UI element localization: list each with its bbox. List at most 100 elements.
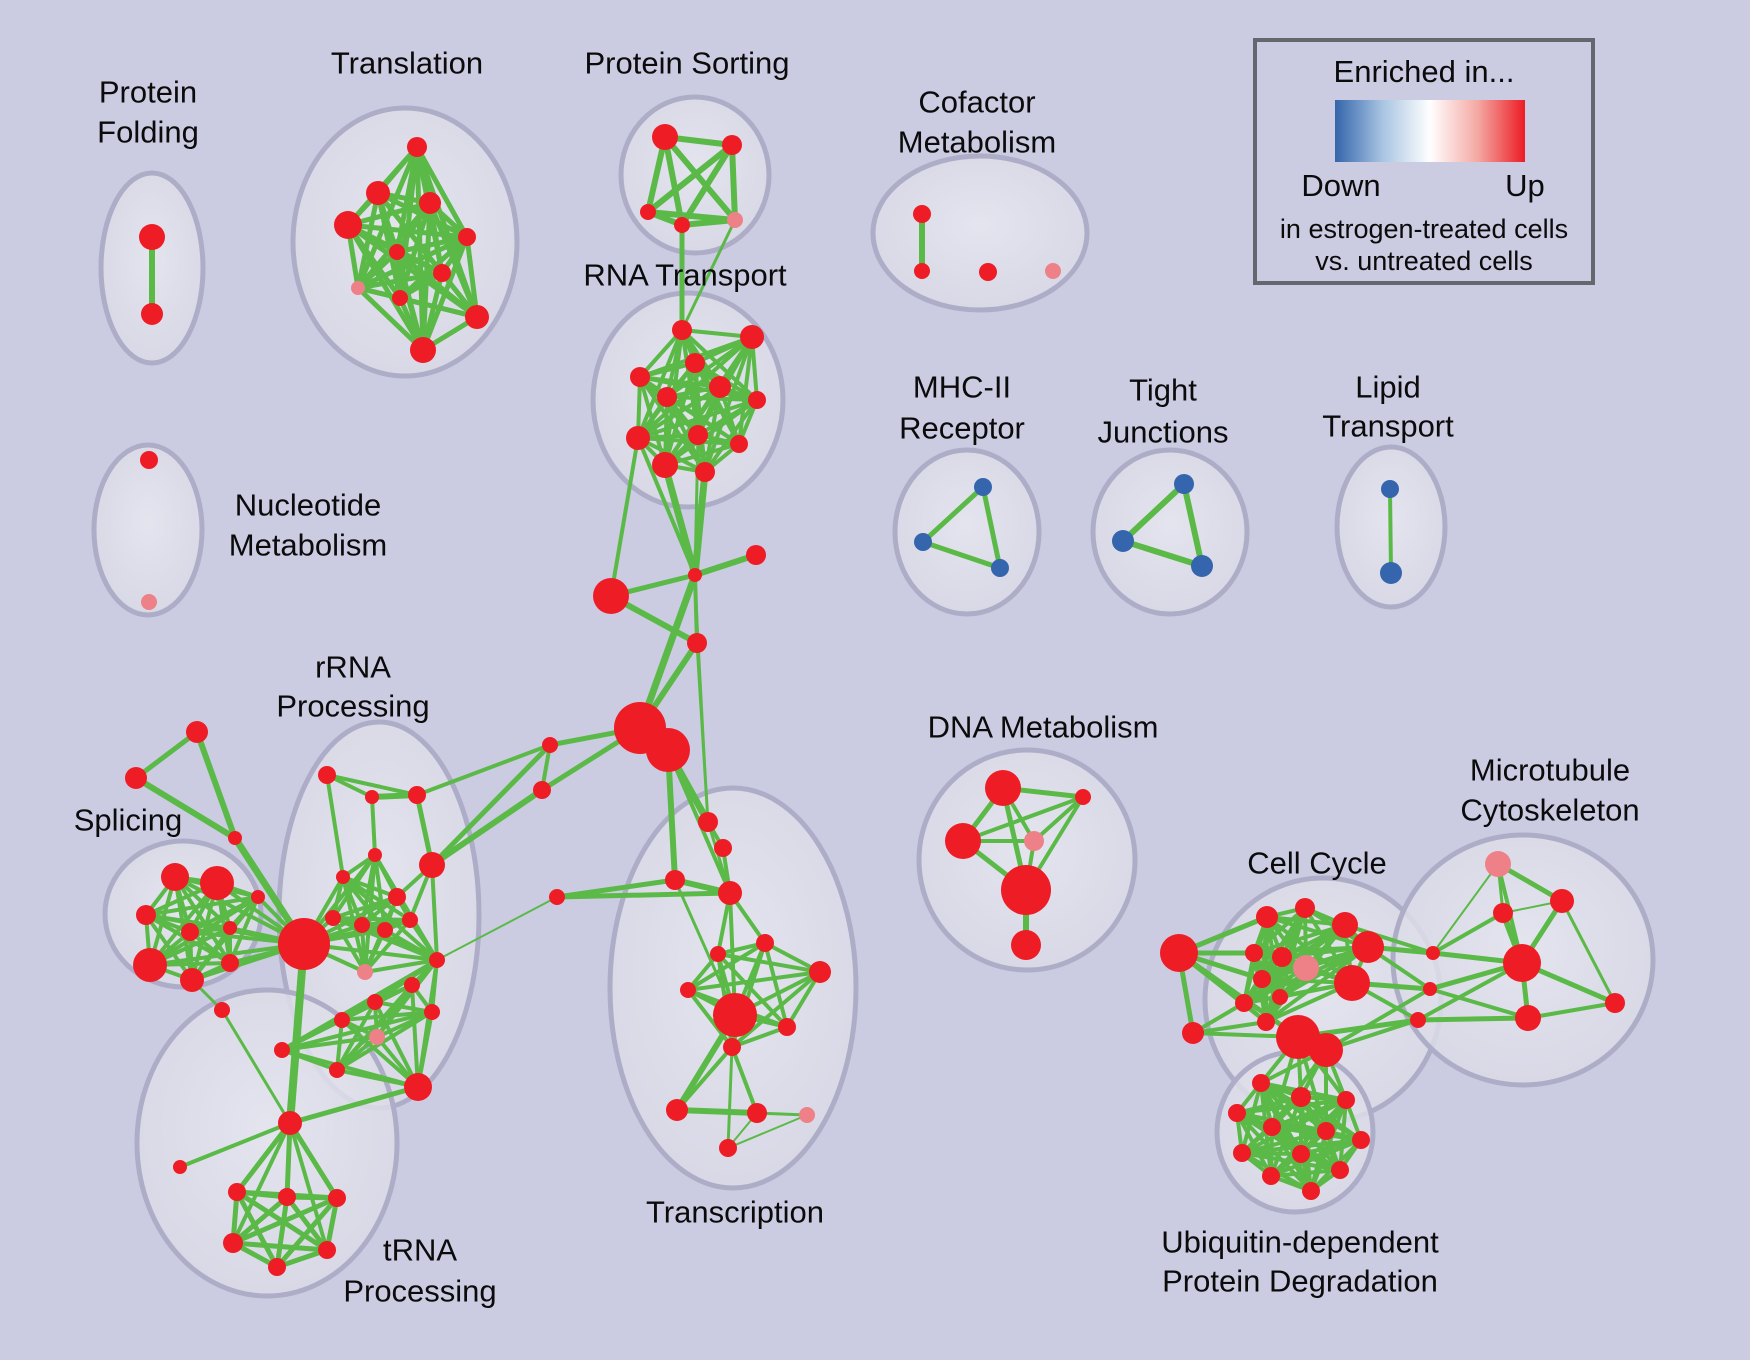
node-rr13[interactable] <box>357 964 373 980</box>
node-cc14[interactable] <box>1334 965 1370 1001</box>
node-sp3[interactable] <box>136 905 156 925</box>
node-m1[interactable] <box>687 633 707 653</box>
node-ub11[interactable] <box>1262 1167 1280 1185</box>
node-bl[interactable] <box>549 889 565 905</box>
node-j1[interactable] <box>688 568 702 582</box>
node-rt11[interactable] <box>652 452 678 478</box>
node-lt2[interactable] <box>1380 562 1402 584</box>
node-tn4[interactable] <box>223 1233 243 1253</box>
node-tx14[interactable] <box>799 1107 815 1123</box>
node-cf1[interactable] <box>913 205 931 223</box>
node-rt7[interactable] <box>748 391 766 409</box>
node-tx8[interactable] <box>680 982 696 998</box>
node-tr11[interactable] <box>410 337 436 363</box>
node-rr1[interactable] <box>318 766 336 784</box>
node-mh1[interactable] <box>974 478 992 496</box>
node-ub8[interactable] <box>1233 1144 1251 1162</box>
node-tr6[interactable] <box>389 244 405 260</box>
node-pf2[interactable] <box>141 303 163 325</box>
node-cf3[interactable] <box>979 263 997 281</box>
node-jx2[interactable] <box>1423 982 1437 996</box>
node-ps1[interactable] <box>652 124 678 150</box>
node-ub7[interactable] <box>1352 1131 1370 1149</box>
node-cc12[interactable] <box>1332 912 1358 938</box>
node-ub5[interactable] <box>1263 1118 1281 1136</box>
node-jx1[interactable] <box>1426 946 1440 960</box>
node-tr7[interactable] <box>433 264 451 282</box>
node-rr4[interactable] <box>368 848 382 862</box>
node-tr2[interactable] <box>366 181 390 205</box>
node-cc7[interactable] <box>1253 970 1271 988</box>
node-mh3[interactable] <box>991 559 1009 577</box>
node-ub1[interactable] <box>1252 1074 1270 1092</box>
node-tj1[interactable] <box>1174 474 1194 494</box>
node-tx4[interactable] <box>718 881 742 905</box>
node-rt9[interactable] <box>626 426 650 450</box>
node-dm6[interactable] <box>1011 930 1041 960</box>
node-tr1[interactable] <box>407 137 427 157</box>
node-tx12[interactable] <box>666 1099 688 1121</box>
node-rr12[interactable] <box>429 952 445 968</box>
node-cc13[interactable] <box>1352 931 1384 963</box>
node-tr4[interactable] <box>334 211 362 239</box>
node-ps4[interactable] <box>674 217 690 233</box>
node-tx9[interactable] <box>713 993 757 1037</box>
node-rrA[interactable] <box>404 977 420 993</box>
node-mt4[interactable] <box>1503 944 1541 982</box>
node-mt6[interactable] <box>1515 1005 1541 1031</box>
node-rrG[interactable] <box>404 1073 432 1101</box>
node-cc16[interactable] <box>1309 1033 1343 1067</box>
node-ub6[interactable] <box>1317 1122 1335 1140</box>
node-tn6[interactable] <box>268 1258 286 1276</box>
node-rt6[interactable] <box>657 387 677 407</box>
node-mh2[interactable] <box>914 533 932 551</box>
node-rr5[interactable] <box>336 870 350 884</box>
node-tx5[interactable] <box>756 934 774 952</box>
node-tn2[interactable] <box>278 1188 296 1206</box>
node-tl[interactable] <box>173 1160 187 1174</box>
node-mt1[interactable] <box>1485 851 1511 877</box>
node-j2[interactable] <box>746 545 766 565</box>
node-sp4[interactable] <box>181 923 199 941</box>
node-dm5[interactable] <box>1001 865 1051 915</box>
node-cc10[interactable] <box>1293 955 1319 981</box>
node-jx3[interactable] <box>1410 1012 1426 1028</box>
node-sp6[interactable] <box>251 890 265 904</box>
node-cc2[interactable] <box>1182 1022 1204 1044</box>
node-dm4[interactable] <box>1024 831 1044 851</box>
node-mt2[interactable] <box>1550 889 1574 913</box>
node-mt5[interactable] <box>1605 993 1625 1013</box>
node-hubA[interactable] <box>278 918 330 970</box>
node-tx10[interactable] <box>778 1018 796 1036</box>
node-rt10[interactable] <box>730 435 748 453</box>
node-tr9[interactable] <box>392 290 408 306</box>
node-rt8[interactable] <box>688 425 708 445</box>
node-tx6[interactable] <box>710 946 726 962</box>
node-cf4[interactable] <box>1045 263 1061 279</box>
node-rr14[interactable] <box>334 1012 350 1028</box>
node-dm2[interactable] <box>1075 789 1091 805</box>
node-sp8[interactable] <box>221 954 239 972</box>
node-tB[interactable] <box>125 767 147 789</box>
node-sp5[interactable] <box>223 921 237 935</box>
node-dm3[interactable] <box>945 823 981 859</box>
node-nm2[interactable] <box>141 594 157 610</box>
node-tx15[interactable] <box>719 1139 737 1157</box>
node-sp2[interactable] <box>200 866 234 900</box>
node-rt1[interactable] <box>672 320 692 340</box>
node-mt3[interactable] <box>1493 903 1513 923</box>
node-cc1[interactable] <box>1160 934 1198 972</box>
node-rrD[interactable] <box>329 1062 345 1078</box>
node-cc3[interactable] <box>1256 906 1278 928</box>
node-dm1[interactable] <box>985 770 1021 806</box>
node-rt3[interactable] <box>630 367 650 387</box>
node-ub4[interactable] <box>1228 1104 1246 1122</box>
node-cc6[interactable] <box>1272 947 1292 967</box>
node-cf2[interactable] <box>914 263 930 279</box>
node-cc11[interactable] <box>1257 1013 1275 1031</box>
node-rt5[interactable] <box>709 376 731 398</box>
node-sp7[interactable] <box>133 948 167 982</box>
node-tx11[interactable] <box>723 1038 741 1056</box>
node-ps3[interactable] <box>640 204 656 220</box>
node-tx2[interactable] <box>714 839 732 857</box>
